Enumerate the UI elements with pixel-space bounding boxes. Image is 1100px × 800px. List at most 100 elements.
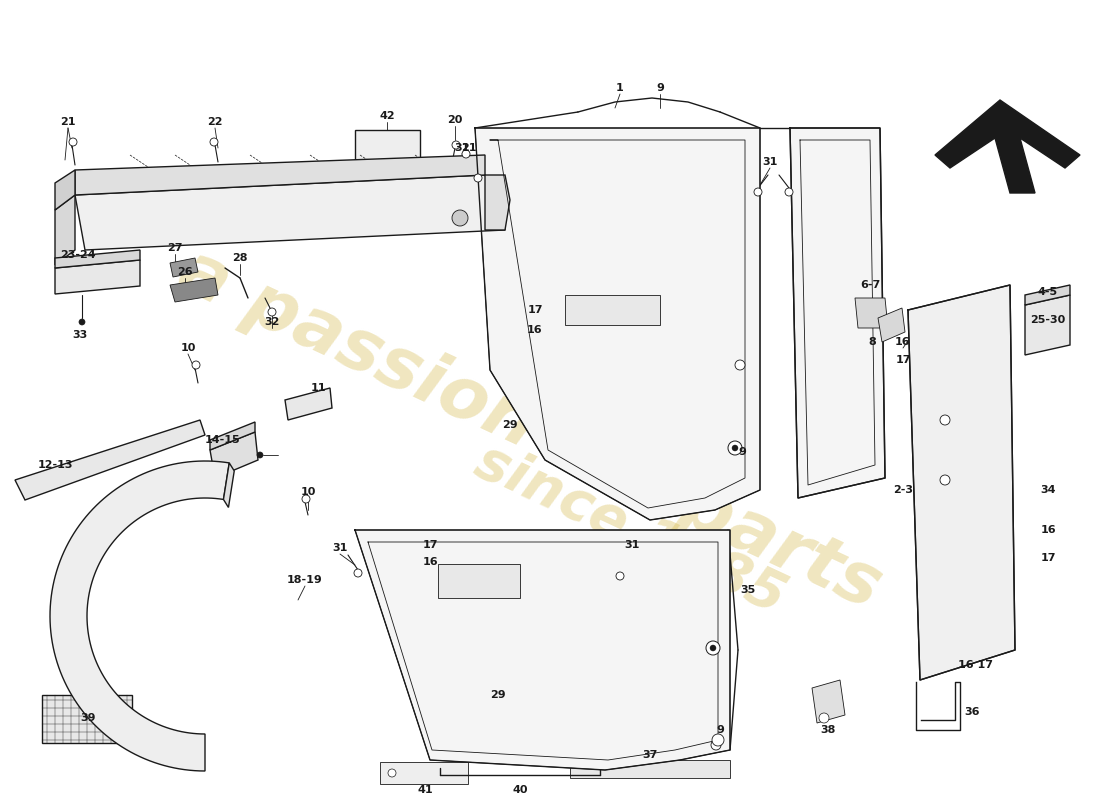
Text: 16 17: 16 17 bbox=[957, 660, 992, 670]
Polygon shape bbox=[355, 530, 730, 770]
Text: 1: 1 bbox=[616, 83, 624, 93]
Text: 17: 17 bbox=[895, 355, 911, 365]
Text: 20: 20 bbox=[448, 115, 463, 125]
Polygon shape bbox=[908, 285, 1015, 680]
Polygon shape bbox=[50, 461, 229, 771]
Text: 40: 40 bbox=[513, 785, 528, 795]
Circle shape bbox=[268, 308, 276, 316]
Text: 18-19: 18-19 bbox=[287, 575, 323, 585]
Circle shape bbox=[728, 441, 743, 455]
Text: 33: 33 bbox=[73, 330, 88, 340]
Polygon shape bbox=[55, 250, 140, 268]
Circle shape bbox=[732, 445, 738, 451]
Polygon shape bbox=[812, 680, 845, 723]
Circle shape bbox=[706, 641, 721, 655]
Text: 35: 35 bbox=[740, 585, 756, 595]
Text: 41: 41 bbox=[417, 785, 432, 795]
Polygon shape bbox=[210, 422, 255, 450]
Bar bbox=[575, 368, 670, 410]
Text: 14-15: 14-15 bbox=[205, 435, 240, 445]
Circle shape bbox=[820, 713, 829, 723]
Text: 6-7: 6-7 bbox=[860, 280, 880, 290]
Text: 32: 32 bbox=[264, 317, 279, 327]
Bar bbox=[646, 376, 662, 402]
Polygon shape bbox=[285, 388, 332, 420]
Circle shape bbox=[354, 569, 362, 577]
Circle shape bbox=[940, 475, 950, 485]
Circle shape bbox=[735, 360, 745, 370]
Text: 26: 26 bbox=[177, 267, 192, 277]
Polygon shape bbox=[170, 278, 218, 302]
Bar bbox=[355, 130, 420, 168]
Circle shape bbox=[940, 415, 950, 425]
Text: 16: 16 bbox=[527, 325, 542, 335]
Text: 29: 29 bbox=[503, 420, 518, 430]
Text: 17: 17 bbox=[527, 305, 542, 315]
Bar bbox=[580, 376, 596, 402]
Text: 31: 31 bbox=[762, 157, 778, 167]
Polygon shape bbox=[55, 260, 140, 294]
Text: 25-30: 25-30 bbox=[1031, 315, 1066, 325]
Circle shape bbox=[192, 361, 200, 369]
Bar bbox=[624, 376, 640, 402]
Circle shape bbox=[210, 138, 218, 146]
Polygon shape bbox=[55, 195, 75, 265]
Polygon shape bbox=[223, 463, 234, 507]
Text: 28: 28 bbox=[232, 253, 248, 263]
Bar bbox=[379, 762, 467, 784]
Circle shape bbox=[69, 138, 77, 146]
Polygon shape bbox=[210, 432, 258, 478]
Text: since 1985: since 1985 bbox=[466, 434, 793, 626]
Bar bbox=[437, 608, 527, 648]
Text: 9: 9 bbox=[716, 725, 724, 735]
Text: 27: 27 bbox=[167, 243, 183, 253]
Text: 17: 17 bbox=[422, 540, 438, 550]
Circle shape bbox=[710, 645, 716, 651]
Text: a passion for parts: a passion for parts bbox=[168, 237, 892, 623]
Text: 10: 10 bbox=[180, 343, 196, 353]
Text: 22: 22 bbox=[207, 117, 222, 127]
Text: 38: 38 bbox=[821, 725, 836, 735]
Text: 23-24: 23-24 bbox=[60, 250, 96, 260]
Polygon shape bbox=[565, 295, 660, 325]
Text: 34: 34 bbox=[1041, 485, 1056, 495]
Text: 2-3: 2-3 bbox=[893, 485, 913, 495]
Text: 21: 21 bbox=[60, 117, 76, 127]
Text: 29: 29 bbox=[491, 690, 506, 700]
Bar bbox=[438, 655, 553, 735]
Circle shape bbox=[79, 319, 85, 325]
Polygon shape bbox=[878, 308, 905, 342]
Polygon shape bbox=[1025, 285, 1070, 305]
Circle shape bbox=[452, 210, 468, 226]
Text: 37: 37 bbox=[642, 750, 658, 760]
Text: 10: 10 bbox=[300, 487, 316, 497]
Circle shape bbox=[452, 141, 460, 149]
Circle shape bbox=[754, 188, 762, 196]
Text: 8: 8 bbox=[868, 337, 876, 347]
Text: 9: 9 bbox=[738, 447, 746, 457]
Bar bbox=[150, 188, 240, 216]
Circle shape bbox=[785, 188, 793, 196]
Circle shape bbox=[462, 150, 470, 158]
Bar bbox=[570, 760, 730, 778]
Polygon shape bbox=[485, 175, 510, 230]
Text: 16: 16 bbox=[895, 337, 911, 347]
Circle shape bbox=[711, 740, 720, 750]
Text: 16: 16 bbox=[1041, 525, 1056, 535]
Bar bbox=[280, 185, 370, 215]
Text: 12-13: 12-13 bbox=[37, 460, 73, 470]
Polygon shape bbox=[935, 100, 1080, 193]
Text: 31: 31 bbox=[625, 540, 640, 550]
Polygon shape bbox=[75, 155, 485, 195]
Text: 21: 21 bbox=[461, 143, 476, 153]
Text: 17: 17 bbox=[1041, 553, 1056, 563]
Bar bbox=[580, 300, 640, 318]
Text: 31: 31 bbox=[332, 543, 348, 553]
Polygon shape bbox=[55, 170, 75, 210]
Circle shape bbox=[474, 174, 482, 182]
Bar bbox=[483, 615, 498, 641]
Circle shape bbox=[257, 452, 263, 458]
Polygon shape bbox=[170, 258, 198, 277]
Polygon shape bbox=[475, 128, 760, 520]
Circle shape bbox=[302, 495, 310, 503]
